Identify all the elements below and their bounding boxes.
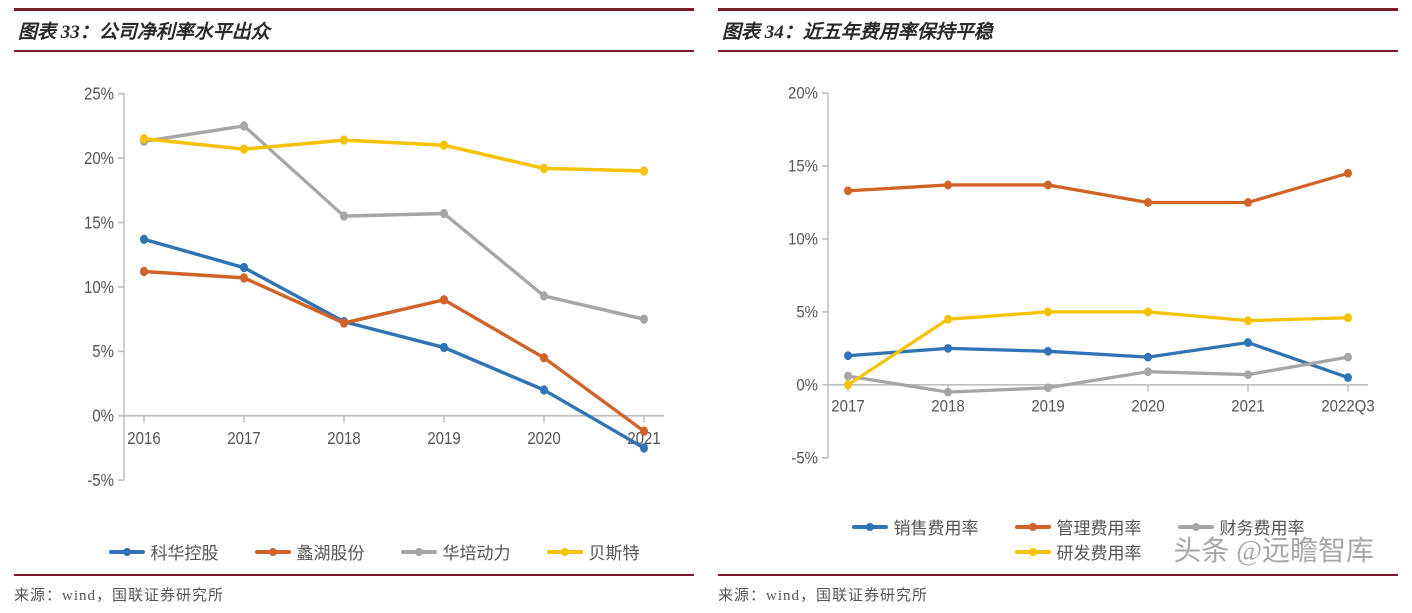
svg-text:5%: 5% — [92, 342, 114, 361]
legend-label: 研发费用率 — [1057, 539, 1142, 564]
svg-text:2019: 2019 — [427, 429, 460, 448]
legend-swatch — [547, 550, 583, 554]
chart-title-34: 图表 34：近五年费用率保持平稳 — [718, 8, 1398, 52]
legend-label: 科华控股 — [151, 539, 219, 564]
svg-text:0%: 0% — [92, 407, 114, 426]
chart-33-source: 来源：wind，国联证券研究所 — [14, 574, 694, 605]
legend-swatch — [1015, 525, 1051, 529]
legend-item: 贝斯特 — [547, 539, 640, 564]
chart-33-svg: -5%0%5%10%15%20%25%201620172018201920202… — [74, 82, 674, 527]
chart-34-area: -5% 0% 5% 10% 15% 20% 2017 2018 2019 2020 2021 2022… — [718, 52, 1398, 512]
legend-item: 销售费用率 — [852, 514, 979, 539]
legend-label: 华培动力 — [443, 539, 511, 564]
svg-text:2019: 2019 — [1031, 398, 1065, 416]
chart-34-legend: 销售费用率 管理费用率 财务费用率 研发费用率 — [718, 512, 1398, 574]
title-text: 近五年费用率保持平稳 — [803, 22, 993, 43]
svg-text:2022Q3: 2022Q3 — [1321, 398, 1375, 416]
legend-item: 管理费用率 — [1015, 514, 1142, 539]
svg-text:20%: 20% — [788, 85, 818, 103]
svg-text:2020: 2020 — [1131, 398, 1165, 416]
svg-text:5%: 5% — [796, 304, 818, 322]
svg-text:2020: 2020 — [527, 429, 560, 448]
svg-text:15%: 15% — [788, 158, 818, 176]
legend-swatch — [255, 550, 291, 554]
chart-33-legend: 科华控股 蠡湖股份 华培动力 贝斯特 — [14, 537, 694, 574]
svg-text:-5%: -5% — [87, 471, 114, 490]
svg-text:2021: 2021 — [1231, 398, 1265, 416]
title-text: 公司净利率水平出众 — [99, 22, 270, 43]
right-panel: 图表 34：近五年费用率保持平稳 -5% 0% 5% 10% 15% 20% 2017 201… — [718, 8, 1398, 605]
svg-text:0%: 0% — [796, 377, 818, 395]
svg-text:10%: 10% — [84, 278, 114, 297]
legend-item: 科华控股 — [109, 539, 219, 564]
svg-text:2018: 2018 — [931, 398, 965, 416]
legend-label: 销售费用率 — [894, 514, 979, 539]
title-prefix: 图表 34： — [722, 22, 803, 43]
legend-swatch — [401, 550, 437, 554]
chart-title-33: 图表 33：公司净利率水平出众 — [14, 8, 694, 52]
legend-swatch — [1015, 550, 1051, 554]
svg-text:10%: 10% — [788, 231, 818, 249]
legend-item: 财务费用率 — [1178, 514, 1305, 539]
legend-label: 贝斯特 — [589, 539, 640, 564]
legend-item: 华培动力 — [401, 539, 511, 564]
svg-text:2018: 2018 — [327, 429, 360, 448]
legend-item: 研发费用率 — [1015, 539, 1142, 564]
chart-34-svg: -5% 0% 5% 10% 15% 20% 2017 2018 2019 2020 2021 2022… — [778, 82, 1378, 502]
title-prefix: 图表 33： — [18, 22, 99, 43]
chart-34-source: 来源：wind，国联证券研究所 — [718, 574, 1398, 605]
legend-label: 蠡湖股份 — [297, 539, 365, 564]
svg-text:2017: 2017 — [831, 398, 864, 416]
svg-text:20%: 20% — [84, 149, 114, 168]
svg-text:-5%: -5% — [791, 450, 818, 468]
legend-swatch — [852, 525, 888, 529]
legend-swatch — [109, 550, 145, 554]
chart-33-area: -5%0%5%10%15%20%25%201620172018201920202… — [14, 52, 694, 537]
legend-swatch — [1178, 525, 1214, 529]
legend-item: 蠡湖股份 — [255, 539, 365, 564]
legend-label: 管理费用率 — [1057, 514, 1142, 539]
svg-text:25%: 25% — [84, 85, 114, 104]
svg-text:2017: 2017 — [227, 429, 260, 448]
svg-text:15%: 15% — [84, 213, 114, 232]
legend-label: 财务费用率 — [1220, 514, 1305, 539]
left-panel: 图表 33：公司净利率水平出众 -5% 0% 5% 10% 15% 20% 25% 2016 2… — [14, 8, 694, 605]
svg-text:2016: 2016 — [127, 429, 160, 448]
